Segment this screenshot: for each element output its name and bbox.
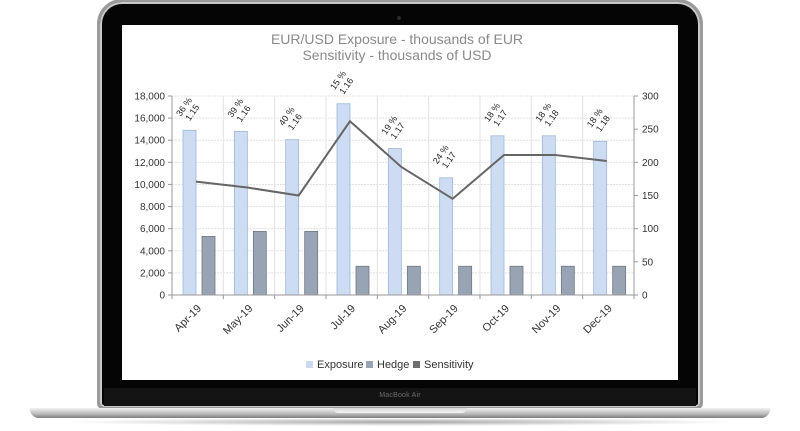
hedge-bar (252, 231, 267, 296)
sensitivity-line (195, 119, 607, 201)
exposure-bar (182, 129, 197, 296)
x-axis-labels: Apr-19 May-19 Jun-19 Jul-19 Aug-19 Sep-19 Oct-… (172, 303, 615, 337)
y-tick-label-left: 18,000 (134, 92, 165, 103)
y-tick-label-left: 2,000 (140, 268, 165, 279)
legend-label: Hedge (377, 359, 409, 371)
legend-swatch (366, 361, 373, 368)
bars (182, 103, 627, 296)
laptop-notch (333, 408, 467, 413)
y-tick-label-left: 12,000 (134, 158, 165, 169)
chart-title-line2: Sensitivity - thousands of USD (302, 47, 491, 63)
brand-label: MacBook Air (379, 392, 421, 399)
x-tick-label: Sep-19 (427, 303, 461, 337)
bar-annotation: 15 %1.16 (328, 69, 355, 96)
bar-annotation: 18 %1.18 (533, 101, 560, 128)
camera-icon (397, 16, 401, 20)
legend-label: Exposure (317, 359, 363, 371)
hedge-bar (304, 231, 319, 296)
screen: EUR/USD Exposure - thousands of EUR Sens… (122, 25, 678, 380)
y-tick-label-left: 14,000 (134, 136, 165, 147)
legend-label: Sensitivity (424, 359, 474, 371)
y-tick-label-right: 300 (642, 92, 659, 103)
chart: EUR/USD Exposure - thousands of EUR Sens… (134, 31, 659, 371)
legend: Exposure Hedge Sensitivity (306, 359, 474, 371)
y-tick-label-right: 250 (642, 125, 659, 136)
hedge-bar (355, 265, 370, 296)
axes: 0 2,000 4,000 6,000 8,000 10,000 12,000 14,000 1… (134, 92, 659, 302)
x-tick-label: Oct-19 (480, 303, 512, 335)
y-tick-label-right: 100 (642, 224, 659, 235)
exposure-bar (541, 135, 556, 296)
hedge-bar (458, 265, 473, 296)
x-tick-label: Dec-19 (581, 303, 615, 337)
exposure-bar (593, 140, 608, 296)
y-tick-label-right: 150 (642, 191, 659, 202)
y-tick-label-right: 50 (642, 257, 654, 268)
exposure-bar (233, 130, 248, 296)
hedge-bar (560, 265, 575, 296)
sensitivity-polyline (195, 119, 607, 201)
hedge-bar (509, 265, 524, 296)
hedge-bar (406, 265, 421, 296)
y-tick-label-right: 200 (642, 158, 659, 169)
x-tick-label: Nov-19 (530, 303, 564, 337)
bar-annotation: 18 %1.18 (585, 107, 612, 134)
bar-annotation: 18 %1.17 (482, 101, 509, 128)
bar-annotation: 39 %1.16 (225, 97, 252, 124)
exposure-bar (387, 148, 402, 296)
laptop-base (30, 408, 770, 418)
x-tick-label: Aug-19 (376, 303, 410, 337)
x-tick-label: Jul-19 (328, 303, 358, 333)
legend-swatch (306, 361, 313, 368)
bar-annotation: 36 %1.15 (174, 96, 201, 123)
bar-annotation: 24 %1.17 (431, 143, 458, 170)
chart-title-line1: EUR/USD Exposure - thousands of EUR (271, 31, 523, 47)
y-tick-label-left: 6,000 (140, 224, 165, 235)
grid (172, 95, 634, 296)
legend-swatch (413, 361, 420, 368)
y-tick-label-left: 16,000 (134, 114, 165, 125)
exposure-bar (285, 139, 300, 296)
y-tick-label-left: 0 (159, 291, 165, 302)
x-tick-label: Apr-19 (172, 303, 204, 335)
x-tick-label: May-19 (221, 303, 255, 337)
y-tick-label-right: 0 (642, 291, 648, 302)
x-tick-label: Jun-19 (275, 303, 307, 335)
hedge-bar (201, 236, 216, 296)
bezel-bottom (104, 388, 696, 406)
exposure-bar (336, 103, 351, 296)
hedge-bar (612, 265, 627, 296)
y-tick-label-left: 4,000 (140, 246, 165, 257)
laptop-shadow (60, 418, 740, 426)
y-tick-label-left: 10,000 (134, 180, 165, 191)
bar-annotation: 40 %1.16 (277, 105, 304, 132)
y-tick-label-left: 8,000 (140, 202, 165, 213)
